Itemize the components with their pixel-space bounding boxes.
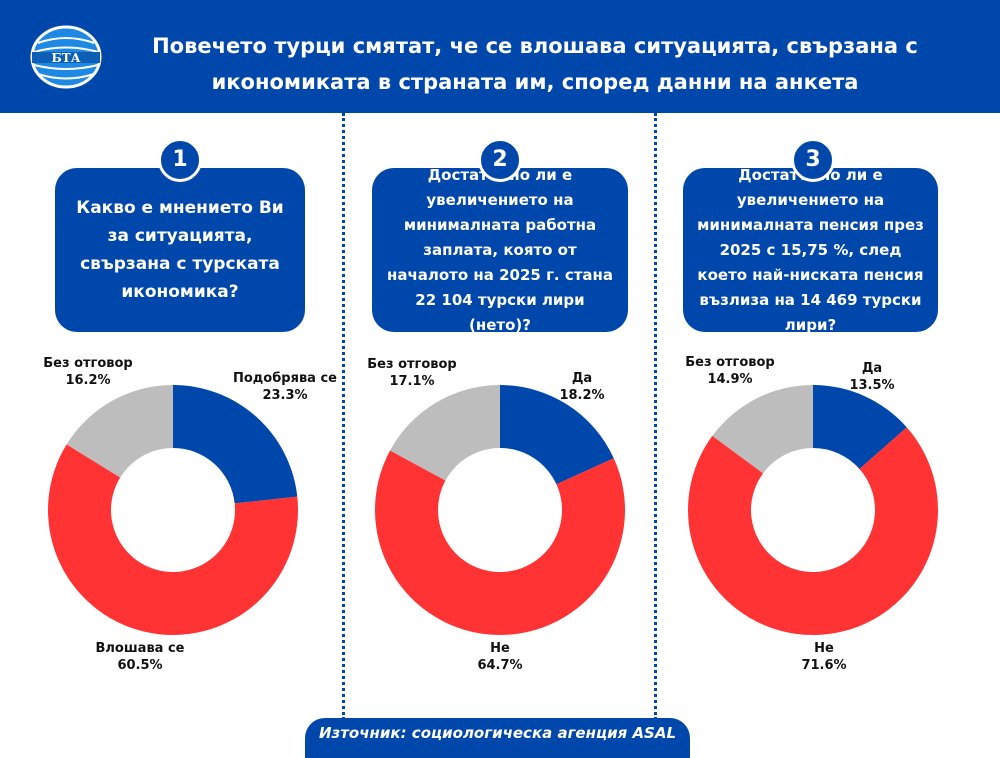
slice-label: Без отговор 16.2% xyxy=(43,356,133,388)
question-box-1: Какво е мнението Ви за ситуацията, свърз… xyxy=(55,168,305,332)
donut-slice-3-3 xyxy=(712,385,813,474)
page-title: Повечето турци смятат, че се влошава сит… xyxy=(125,28,945,100)
slice-label: Не 64.7% xyxy=(477,641,523,673)
header: БТА Повечето турци смятат, че се влошава… xyxy=(0,0,1000,113)
title-line-1: Повечето турци смятат, че се влошава сит… xyxy=(152,34,918,58)
title-line-2: икономиката в страната им, според данни … xyxy=(211,70,859,94)
question-text: Достатъчно ли е увеличението на минималн… xyxy=(697,165,924,334)
slice-label: Влошава се 60.5% xyxy=(95,641,185,673)
question-number-2: 2 xyxy=(478,138,522,182)
bta-logo: БТА xyxy=(30,25,102,89)
donut-slice-2-3 xyxy=(390,385,500,481)
donut-slice-1-3 xyxy=(66,385,173,478)
slice-label: Да 13.5% xyxy=(849,361,895,393)
question-text: Какво е мнението Ви за ситуацията, свърз… xyxy=(76,198,284,302)
slice-label: Не 71.6% xyxy=(801,641,847,673)
donut-slice-3-1 xyxy=(813,385,907,469)
svg-text:БТА: БТА xyxy=(52,51,81,65)
donut-slice-3-2 xyxy=(688,427,938,636)
donut-slice-2-1 xyxy=(500,385,614,485)
donut-slice-2-2 xyxy=(375,450,625,635)
dotted-divider xyxy=(342,113,345,720)
source-footer: Източник: социологическа агенция ASAL xyxy=(305,718,690,758)
question-number-3: 3 xyxy=(791,138,835,182)
donut-slice-1-1 xyxy=(173,385,298,504)
donut-slice-1-2 xyxy=(48,444,298,635)
question-box-3: Достатъчно ли е увеличението на минималн… xyxy=(683,166,938,334)
slice-label: Без отговор 14.9% xyxy=(685,355,775,387)
slice-label: Да 18.2% xyxy=(559,371,605,403)
question-number-1: 1 xyxy=(158,138,202,182)
slice-label: Подобрява се 23.3% xyxy=(232,371,338,403)
dotted-divider xyxy=(654,113,657,720)
slice-label: Без отговор 17.1% xyxy=(367,357,457,389)
